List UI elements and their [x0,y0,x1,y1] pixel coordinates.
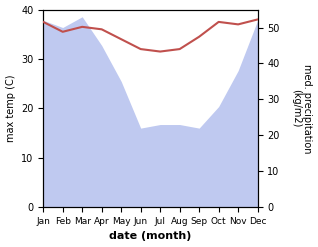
X-axis label: date (month): date (month) [109,231,192,242]
Y-axis label: med. precipitation
(kg/m2): med. precipitation (kg/m2) [291,64,313,153]
Y-axis label: max temp (C): max temp (C) [5,75,16,142]
